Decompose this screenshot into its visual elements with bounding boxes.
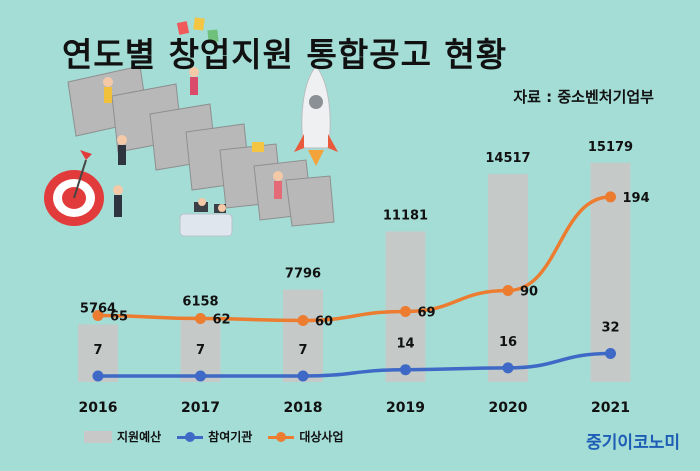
data-label-budget: 5764 xyxy=(80,301,116,316)
bar-budget xyxy=(283,289,323,382)
rocket-icon xyxy=(294,65,338,166)
legend-label-budget: 지원예산 xyxy=(117,430,162,444)
data-label-budget: 11181 xyxy=(383,208,428,223)
data-label-projects: 62 xyxy=(213,313,231,328)
point-projects xyxy=(195,313,206,324)
legend: 지원예산 참여기관 대상사업 xyxy=(84,428,344,445)
point-orgs xyxy=(400,364,411,376)
data-label-projects: 60 xyxy=(315,315,333,330)
orgs-swatch-icon xyxy=(177,431,204,443)
data-label-projects: 90 xyxy=(520,285,538,300)
point-projects xyxy=(400,306,411,317)
chart-title: 연도별 창업지원 통합공고 현황 xyxy=(62,35,508,74)
point-projects xyxy=(502,285,514,296)
point-projects xyxy=(605,191,616,203)
legend-item-orgs: 참여기관 xyxy=(177,428,252,445)
legend-item-budget: 지원예산 xyxy=(84,428,161,445)
budget-swatch-icon xyxy=(84,430,112,443)
projects-swatch-icon xyxy=(268,431,295,443)
line-orgs xyxy=(96,351,613,378)
point-projects xyxy=(92,310,104,321)
data-label-orgs: 7 xyxy=(93,343,102,358)
target-icon xyxy=(44,150,104,226)
data-label-orgs: 7 xyxy=(196,343,205,358)
paper-icons xyxy=(176,17,264,152)
brand-logo-text: 중기이코노미 xyxy=(586,433,680,453)
x-tick-label: 2018 xyxy=(284,400,323,416)
data-label-budget: 6158 xyxy=(182,295,218,310)
block-p xyxy=(285,175,335,227)
x-tick-label: 2017 xyxy=(181,400,220,416)
x-tick-label: 2016 xyxy=(79,400,118,416)
source-note: 자료 : 중소벤처기업부 xyxy=(513,88,654,106)
legend-item-projects: 대상사업 xyxy=(268,428,344,445)
point-orgs xyxy=(92,370,104,382)
data-label-orgs: 32 xyxy=(601,321,619,336)
line-projects xyxy=(96,195,613,323)
data-label-budget: 7796 xyxy=(285,267,321,282)
data-label-orgs: 7 xyxy=(298,343,307,358)
people-icon xyxy=(103,67,283,217)
point-orgs xyxy=(605,348,616,359)
legend-label-orgs: 참여기관 xyxy=(208,430,253,444)
point-projects xyxy=(297,315,309,326)
data-label-projects: 194 xyxy=(623,191,650,206)
data-label-projects: 65 xyxy=(110,310,128,325)
x-tick-label: 2021 xyxy=(591,400,630,416)
data-label-projects: 69 xyxy=(418,306,436,321)
data-label-budget: 14517 xyxy=(485,151,530,166)
bar-budget xyxy=(488,174,528,382)
data-label-orgs: 16 xyxy=(499,335,517,350)
point-orgs xyxy=(297,370,309,382)
startup-illustration xyxy=(44,17,338,237)
x-tick-label: 2019 xyxy=(386,400,425,416)
point-orgs xyxy=(195,370,206,382)
data-label-budget: 15179 xyxy=(588,140,633,155)
legend-label-projects: 대상사업 xyxy=(299,430,344,444)
data-label-orgs: 14 xyxy=(396,337,414,352)
x-tick-label: 2020 xyxy=(489,400,528,416)
point-orgs xyxy=(502,362,514,374)
